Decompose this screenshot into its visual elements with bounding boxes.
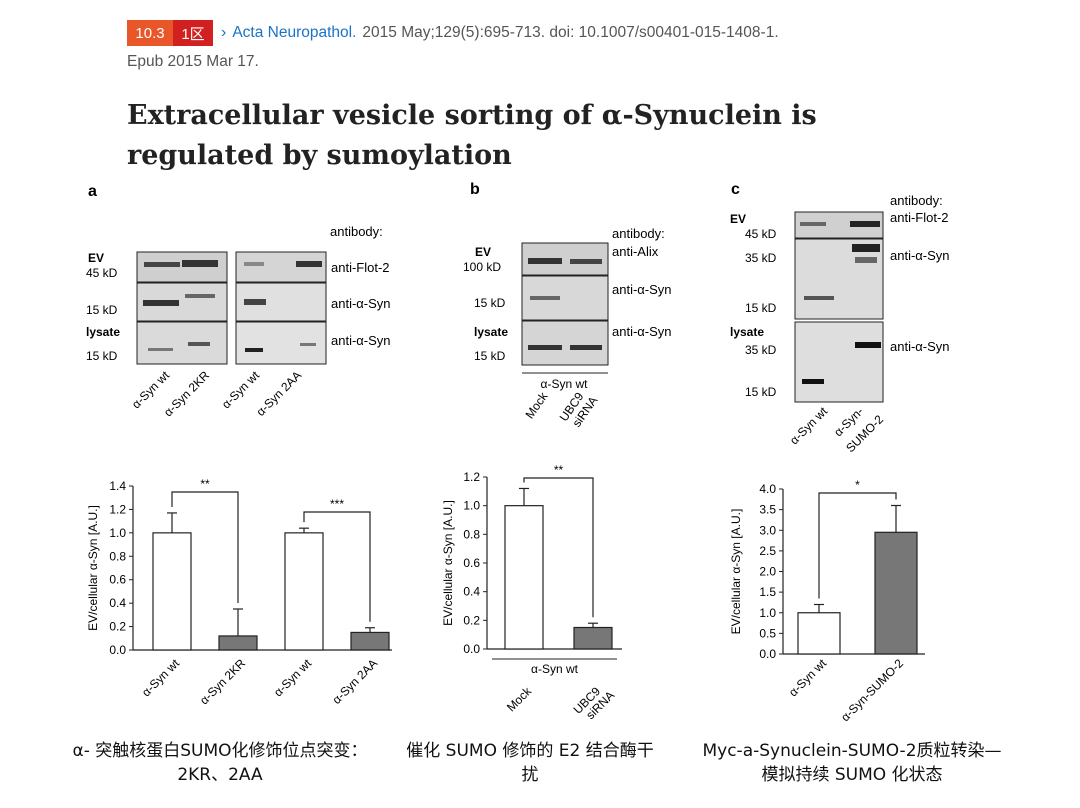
significance-label: **: [200, 477, 210, 491]
panel-a-ev-label: EV: [88, 251, 104, 265]
article-title: Extracellular vesicle sorting of α-Synuc…: [127, 100, 817, 171]
bar: [797, 612, 841, 655]
y-tick-label: 3.5: [759, 503, 776, 517]
y-tick-label: 1.5: [759, 585, 776, 599]
blot-a-right: [235, 251, 327, 365]
panel-c-antibody-3: anti-α-Syn: [890, 339, 950, 354]
panel-a-45kd: 45 kD: [86, 266, 118, 280]
panel-b-blots: b antibody: EV 100 kD 15 kD lysate 15 kD…: [463, 181, 672, 430]
y-tick-label: 0.6: [109, 573, 126, 587]
panel-c-letter: c: [731, 181, 740, 198]
y-axis-label: EV/cellular α-Syn [A.U.]: [729, 509, 743, 635]
panel-c-45kd: 45 kD: [745, 227, 777, 241]
significance-bracket: [171, 491, 239, 603]
panel-a-antibody-1: anti-Flot-2: [331, 260, 390, 275]
y-tick-label: 0.0: [109, 643, 126, 657]
y-tick-label: 3.0: [759, 523, 776, 537]
y-tick-label: 0.8: [463, 527, 480, 541]
significance-label: **: [554, 463, 564, 477]
panel-a-antibody-2: anti-α-Syn: [331, 296, 391, 311]
panel-b-antibody-3: anti-α-Syn: [612, 324, 672, 339]
panel-b-15kd-lysate: 15 kD: [474, 349, 506, 363]
group-label: α-Syn wt: [531, 662, 579, 676]
panel-a-antibody-3: anti-α-Syn: [331, 333, 391, 348]
panel-c-35kd: 35 kD: [745, 251, 777, 265]
panel-b-100kd: 100 kD: [463, 260, 501, 274]
panel-b-ev-label: EV: [475, 245, 491, 259]
panel-c-35kd-lysate: 35 kD: [745, 343, 777, 357]
caption-a: α- 突触核蛋白SUMO化修饰位点突变：2KR、2AA: [72, 741, 368, 785]
panel-c-blots: c antibody: EV 45 kD 35 kD 15 kD lysate …: [730, 181, 950, 455]
panel-b-antibody-1: anti-Alix: [612, 244, 659, 259]
bar: [284, 532, 324, 651]
quartile-badge: 1区: [173, 20, 213, 46]
y-tick-label: 1.0: [759, 606, 776, 620]
citation-text: 2015 May;129(5):695-713. doi: 10.1007/s0…: [362, 24, 779, 41]
blot-a-left: [136, 251, 228, 365]
y-tick-label: 1.2: [109, 502, 126, 516]
caption-c: Myc-a-Synuclein-SUMO-2质粒转染—模拟持续 SUMO 化状态: [702, 741, 1002, 785]
y-tick-label: 2.5: [759, 544, 776, 558]
bar: [350, 631, 390, 651]
y-tick-label: 0.8: [109, 549, 126, 563]
panel-b-antibody-heading: antibody:: [612, 226, 665, 241]
significance-label: *: [855, 478, 860, 492]
journal-link[interactable]: Acta Neuropathol.: [232, 24, 357, 41]
y-tick-label: 0.6: [463, 556, 480, 570]
significance-bracket: [303, 511, 371, 622]
y-tick-label: 0.0: [463, 642, 480, 656]
y-tick-label: 0.0: [759, 647, 776, 661]
y-tick-label: 1.4: [109, 479, 126, 493]
y-tick-label: 2.0: [759, 565, 776, 579]
panel-c-15kd-lysate: 15 kD: [745, 385, 777, 399]
y-axis-label: EV/cellular α-Syn [A.U.]: [86, 505, 100, 631]
bar-chart-c: 0.0 0.5 1.0 1.5 2.0 2.5 3.0 3.5 4.0 EV/cellular α…: [729, 478, 925, 724]
panel-a-15kd-ev: 15 kD: [86, 303, 118, 317]
panel-c-antibody-2: anti-α-Syn: [890, 248, 950, 263]
panel-a-15kd-lysate: 15 kD: [86, 349, 118, 363]
panel-b-15kd-ev: 15 kD: [474, 296, 506, 310]
y-tick-label: 0.4: [463, 585, 480, 599]
y-tick-label: 0.2: [109, 620, 126, 634]
y-tick-label: 4.0: [759, 482, 776, 496]
citation-line: 10.3 1区 › Acta Neuropathol. 2015 May;129…: [127, 20, 779, 46]
bar: [573, 626, 613, 650]
panel-c-ev-label: EV: [730, 212, 746, 226]
y-tick-label: 0.2: [463, 613, 480, 627]
panel-a-letter: a: [88, 183, 97, 200]
caption-b: 催化 SUMO 修饰的 E2 结合酶干扰: [406, 741, 654, 785]
bar: [218, 635, 258, 651]
y-tick-label: 1.0: [109, 526, 126, 540]
panel-c-15kd-ev: 15 kD: [745, 301, 777, 315]
y-tick-label: 1.2: [463, 470, 480, 484]
significance-bracket: [523, 477, 594, 618]
significance-bracket: [818, 492, 897, 599]
panel-a-lysate-label: lysate: [86, 325, 120, 339]
panel-a-antibody-heading: antibody:: [330, 224, 383, 239]
panel-c-antibody-heading: antibody:: [890, 193, 943, 208]
bar-chart-b: 0.0 0.2 0.4 0.6 0.8 1.0 1.2 EV/cellular α-Syn […: [441, 463, 622, 722]
y-tick-label: 0.5: [759, 626, 776, 640]
panel-b-lysate-label: lysate: [474, 325, 508, 339]
panel-b-group-label: α-Syn wt: [541, 377, 589, 391]
chevron-right-icon[interactable]: ›: [221, 24, 227, 41]
y-tick-label: 0.4: [109, 596, 126, 610]
epub-date: Epub 2015 Mar 17.: [127, 53, 259, 70]
significance-label: ***: [330, 497, 344, 511]
y-tick-label: 1.0: [463, 499, 480, 513]
panel-b-antibody-2: anti-α-Syn: [612, 282, 672, 297]
bar: [504, 505, 544, 650]
panel-c-antibody-1: anti-Flot-2: [890, 210, 949, 225]
panel-c-lysate-label: lysate: [730, 325, 764, 339]
bar: [874, 531, 918, 655]
bar: [152, 532, 192, 651]
impact-factor-badge: 10.3: [127, 20, 173, 46]
y-axis-label: EV/cellular α-Syn [A.U.]: [441, 500, 455, 626]
panel-b-letter: b: [470, 181, 480, 198]
